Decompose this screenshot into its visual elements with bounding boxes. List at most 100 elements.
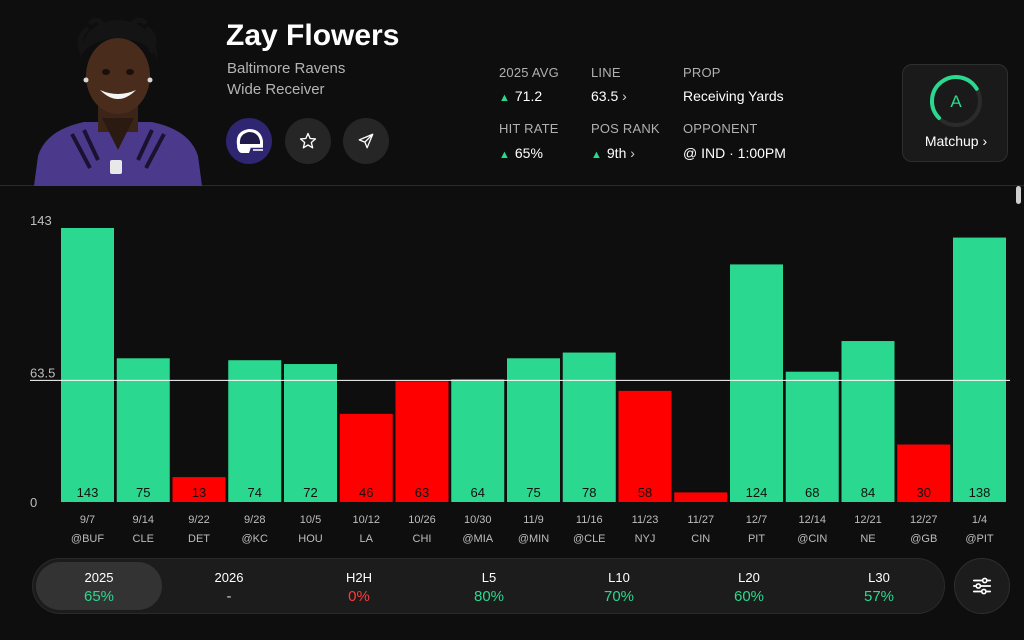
chart-bar[interactable] (562, 352, 616, 502)
chart-bar[interactable] (897, 444, 951, 502)
game-log-chart: 143 63.5 0 143 9/7 @BUF 75 9/14 CLE 13 9/22 DET 74 9/… (0, 186, 1024, 558)
game-date-label: 12/14 (798, 514, 826, 526)
chart-bar[interactable] (674, 492, 728, 502)
chart-bar[interactable] (284, 364, 337, 502)
tab-2026[interactable]: 2026 - (166, 562, 292, 610)
matchup-label: Matchup › (924, 133, 988, 149)
chart-bar[interactable] (730, 264, 783, 502)
game-opponent-label: DET (188, 533, 210, 545)
bar-value-label: 84 (861, 485, 875, 500)
tab-hit-rate: 60% (733, 588, 765, 605)
chart-bar[interactable] (172, 477, 226, 502)
bar-value-label: 75 (526, 485, 540, 500)
team-logo-button[interactable] (226, 118, 272, 164)
bar-value-label: 63 (415, 485, 429, 500)
share-button[interactable] (343, 118, 389, 164)
game-date-label: 10/5 (300, 514, 321, 526)
game-date-label: 12/27 (910, 514, 938, 526)
star-icon (299, 132, 317, 149)
player-position: Wide Receiver (227, 81, 325, 98)
bar-value-label: 58 (638, 485, 652, 500)
game-opponent-label: @BUF (71, 533, 104, 545)
game-opponent-label: @MIN (518, 533, 549, 545)
matchup-grade: A (950, 92, 962, 111)
tab-2025[interactable]: 2025 65% (36, 562, 162, 610)
game-date-label: 9/22 (188, 514, 209, 526)
chart-bar[interactable] (507, 358, 560, 502)
y-axis-label: 143 (30, 213, 52, 228)
tab-label: 2026 (214, 570, 244, 585)
y-axis-label: 0 (30, 495, 37, 510)
tab-l20[interactable]: L20 60% (686, 562, 812, 610)
tab-hit-rate: 80% (473, 588, 505, 605)
bar-chart: 143 63.5 0 143 9/7 @BUF 75 9/14 CLE 13 9/22 DET 74 9/… (30, 213, 1010, 545)
pos-rank-label: POS RANK (591, 121, 660, 136)
game-date-label: 11/27 (687, 514, 714, 526)
avg-value: ▲ 71.2 (499, 88, 543, 104)
bar-value-label: 64 (471, 485, 485, 500)
chart-bar[interactable] (785, 371, 839, 502)
game-opponent-label: CIN (691, 533, 710, 545)
prop-value: Receiving Yards (683, 88, 784, 104)
game-opponent-label: @PIT (965, 533, 994, 545)
pos-rank-value[interactable]: ▲ 9th › (591, 145, 635, 161)
bar-value-label: 143 (77, 485, 99, 500)
game-opponent-label: HOU (298, 533, 323, 545)
bar-value-label: 74 (248, 485, 262, 500)
tab-h2h[interactable]: H2H 0% (296, 562, 422, 610)
tab-hit-rate: 65% (83, 588, 115, 605)
split-tabs: 2025 65% 2026- H2H 0% L5 80% L10 70% L20 60% L30 57% (32, 558, 945, 614)
tab-label: 2025 (84, 570, 114, 585)
tab-l30[interactable]: L30 57% (816, 562, 942, 610)
tab-l5[interactable]: L5 80% (426, 562, 552, 610)
game-date-label: 11/23 (632, 514, 659, 526)
game-date-label: 9/14 (133, 514, 154, 526)
chart-bar[interactable] (61, 228, 114, 502)
game-opponent-label: LA (360, 533, 374, 545)
tab-l10[interactable]: L10 70% (556, 562, 682, 610)
avg-label: 2025 AVG (499, 65, 559, 80)
scrollbar-thumb[interactable] (1016, 186, 1021, 204)
bar-value-label: 75 (136, 485, 150, 500)
favorite-button[interactable] (285, 118, 331, 164)
hit-rate-value: ▲ 65% (499, 145, 543, 161)
chart-bar[interactable] (451, 379, 505, 502)
bar-value-label: 46 (359, 485, 373, 500)
chart-bar[interactable] (228, 360, 282, 502)
send-icon (358, 133, 374, 149)
opponent-label: OPPONENT (683, 121, 758, 136)
tab-label: L5 (481, 570, 497, 585)
sliders-icon (972, 577, 992, 595)
matchup-gauge: A (930, 75, 982, 127)
filter-button[interactable] (954, 558, 1010, 614)
chart-bar[interactable] (841, 341, 895, 502)
game-opponent-label: NE (860, 533, 875, 545)
bar-value-label: 138 (969, 485, 991, 500)
player-header: Zay Flowers Baltimore Ravens Wide Receiv… (0, 0, 1024, 186)
tab-label: H2H (345, 570, 372, 585)
bar-value-label: 72 (303, 485, 317, 500)
y-axis-label: 63.5 (30, 365, 55, 380)
chart-bar[interactable] (618, 390, 672, 502)
bar-value-label: 30 (917, 485, 931, 500)
game-date-label: 11/16 (576, 514, 603, 526)
game-opponent-label: CHI (413, 533, 432, 545)
line-value[interactable]: 63.5 › (591, 88, 627, 104)
game-opponent-label: PIT (748, 533, 765, 545)
line-label: LINE (591, 65, 621, 80)
game-opponent-label: @MIA (462, 533, 493, 545)
chart-bar[interactable] (339, 413, 393, 502)
game-date-label: 11/9 (523, 514, 544, 526)
tab-label: L10 (608, 570, 630, 585)
tab-label: L20 (738, 570, 760, 585)
game-opponent-label: NYJ (635, 533, 656, 545)
game-opponent-label: @GB (910, 533, 937, 545)
chart-bar[interactable] (953, 237, 1006, 502)
game-opponent-label: @KC (242, 533, 269, 545)
chart-bar[interactable] (395, 381, 449, 502)
matchup-card[interactable]: A Matchup › (902, 64, 1008, 162)
game-date-label: 10/26 (408, 514, 436, 526)
ravens-helmet-icon (236, 129, 263, 153)
tab-label: L30 (868, 570, 890, 585)
chart-bar[interactable] (116, 358, 170, 502)
